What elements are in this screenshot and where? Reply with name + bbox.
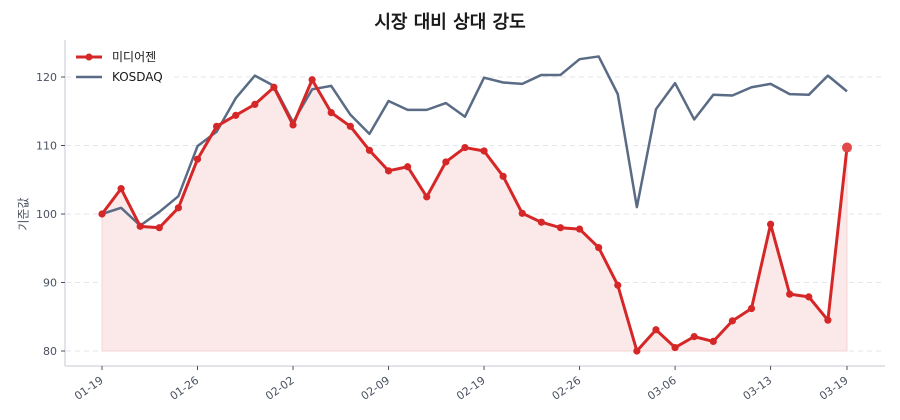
series-lines — [98, 55, 852, 355]
data-point — [747, 304, 756, 313]
data-point — [193, 155, 202, 163]
x-tick-label: 02-19 — [454, 374, 488, 403]
y-ticks: 80 90 100 110 120 — [36, 71, 65, 358]
legend-item-mediazen: 미디어젠 — [76, 50, 156, 64]
data-point — [805, 293, 813, 301]
data-point — [766, 220, 775, 228]
y-tick-label: 110 — [36, 140, 57, 153]
x-tick-label: 01-26 — [168, 374, 202, 403]
data-point — [556, 224, 565, 232]
series-kosdaq — [101, 55, 848, 227]
data-point — [308, 76, 316, 84]
data-point — [327, 109, 335, 117]
series-mediazen — [98, 76, 852, 355]
y-tick-label: 100 — [36, 208, 57, 221]
data-point — [461, 143, 469, 152]
data-point — [518, 209, 526, 217]
data-point — [633, 347, 641, 355]
legend: 미디어젠 KOSDAQ — [72, 44, 172, 88]
x-tick-label: 03-06 — [645, 374, 679, 403]
data-point — [652, 326, 660, 334]
x-ticks: 01-19 01-26 02-02 02-09 02-19 02-26 03-06 03-13… — [72, 366, 851, 403]
data-point — [442, 158, 450, 166]
legend-label-kosdaq: KOSDAQ — [112, 70, 163, 84]
data-point — [98, 210, 106, 218]
x-tick-label: 02-09 — [359, 374, 393, 403]
data-point — [842, 142, 852, 153]
data-point — [232, 111, 240, 119]
y-tick-label: 90 — [43, 277, 57, 290]
area-fill — [101, 78, 848, 353]
legend-item-kosdaq: KOSDAQ — [76, 70, 163, 84]
x-tick-label: 03-19 — [817, 374, 851, 403]
y-tick-label: 80 — [43, 345, 57, 358]
data-point — [117, 185, 125, 193]
data-point — [289, 121, 297, 129]
data-point — [213, 122, 221, 130]
data-point — [595, 243, 603, 252]
data-point — [709, 337, 717, 346]
data-point — [365, 146, 374, 154]
x-tick-label: 02-02 — [263, 374, 297, 403]
data-point — [346, 122, 354, 130]
legend-label-mediazen: 미디어젠 — [112, 50, 156, 64]
axes — [64, 40, 885, 367]
data-point — [690, 333, 698, 341]
x-tick-label: 02-26 — [550, 374, 584, 403]
data-point — [404, 163, 412, 171]
data-point — [537, 218, 545, 226]
data-point — [499, 172, 507, 180]
data-point — [786, 290, 794, 298]
data-point — [480, 147, 488, 155]
data-point — [824, 316, 832, 324]
data-point — [155, 224, 163, 232]
data-point — [423, 193, 431, 201]
data-point — [174, 204, 183, 212]
data-point — [270, 83, 278, 91]
data-point — [728, 317, 736, 325]
data-point — [251, 100, 259, 108]
data-point — [614, 281, 622, 289]
y-axis-label: 기준값 — [17, 197, 31, 230]
x-tick-label: 01-19 — [72, 374, 106, 403]
data-point — [671, 343, 679, 352]
x-tick-label: 03-13 — [741, 374, 775, 403]
data-point — [575, 225, 584, 233]
data-point — [136, 222, 144, 230]
chart-title: 시장 대비 상대 강도 — [374, 12, 526, 33]
y-tick-label: 120 — [36, 71, 57, 84]
data-point — [384, 167, 393, 175]
